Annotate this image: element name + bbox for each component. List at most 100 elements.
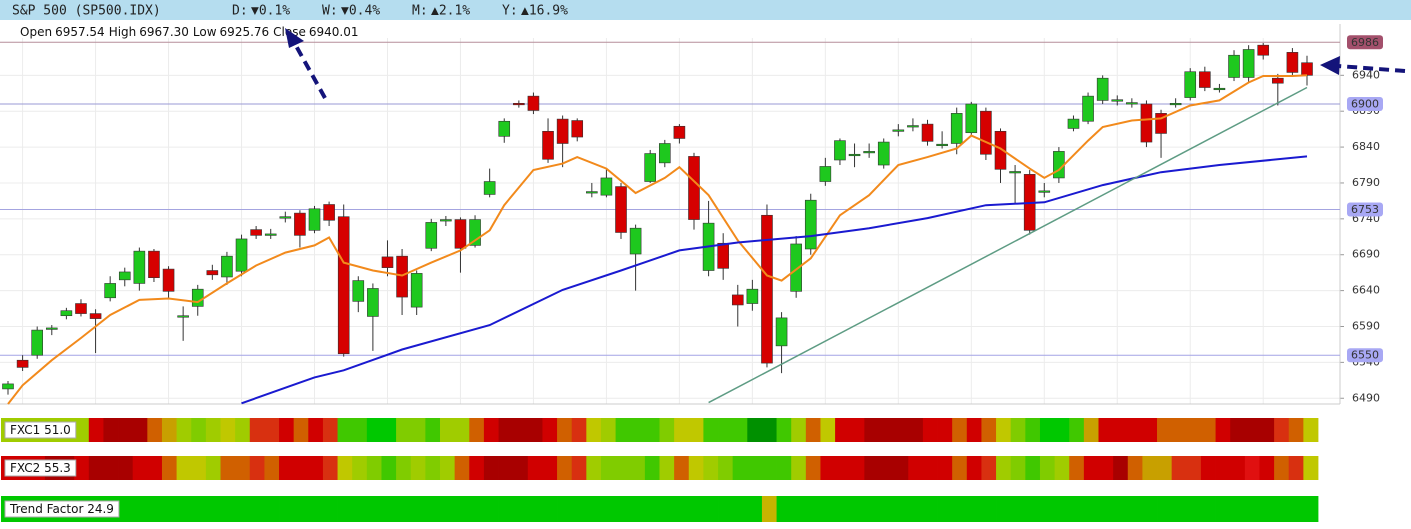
heat-cell	[761, 418, 777, 442]
heat-cell	[308, 456, 324, 480]
heat-cell	[118, 418, 134, 442]
candle-body	[1257, 44, 1270, 56]
heat-cell	[352, 496, 368, 522]
heat-cell	[381, 456, 397, 480]
heat-cell	[103, 456, 119, 480]
candle-body	[1184, 71, 1197, 98]
candle-body	[1067, 118, 1080, 129]
indicator-label: Trend Factor 24.9	[9, 502, 114, 516]
heat-cell	[776, 456, 792, 480]
heat-cell	[147, 418, 163, 442]
heat-cell	[805, 496, 821, 522]
heat-cell	[820, 418, 836, 442]
heat-cell	[396, 496, 412, 522]
heat-cell	[1244, 496, 1260, 522]
candle-body	[950, 113, 963, 144]
indicator-label-box	[4, 421, 77, 439]
heat-cell	[1259, 456, 1275, 480]
candle-body	[177, 315, 189, 318]
heat-cell	[1157, 456, 1173, 480]
candle-body	[294, 212, 306, 236]
heat-cell	[527, 418, 543, 442]
candle-body	[381, 256, 394, 268]
heat-cell	[1039, 456, 1055, 480]
candle-body	[75, 303, 87, 314]
heat-cell	[1054, 418, 1070, 442]
heat-cell	[1054, 496, 1070, 522]
candle-body	[1301, 62, 1313, 76]
heat-cell	[205, 418, 221, 442]
heat-cell	[469, 496, 485, 522]
heat-cell	[396, 456, 412, 480]
heat-cell	[1303, 496, 1319, 522]
heat-cell	[586, 418, 602, 442]
heat-cell	[74, 418, 90, 442]
candle-body	[600, 177, 613, 196]
candle-body	[2, 383, 14, 390]
ohlc-value: 6940.01	[309, 25, 359, 39]
level-label: 6753	[1351, 203, 1379, 216]
heat-cell	[235, 418, 251, 442]
y-tick-label: 6840	[1352, 140, 1380, 153]
candle-body	[761, 214, 773, 364]
heat-cell	[1010, 496, 1026, 522]
heat-cell	[1098, 418, 1114, 442]
heat-cell	[1025, 456, 1041, 480]
heat-cell	[308, 418, 324, 442]
candle-body	[673, 125, 686, 139]
candle-body	[323, 204, 335, 221]
heat-cell	[352, 418, 368, 442]
heat-cell	[893, 496, 909, 522]
candle-body	[1286, 52, 1299, 73]
heat-cell	[703, 496, 719, 522]
change-value: ▲2.1%	[431, 4, 470, 19]
heat-cell	[191, 496, 207, 522]
heat-cell	[410, 496, 426, 522]
heat-cell	[615, 456, 631, 480]
heat-cell	[161, 456, 177, 480]
heat-cell	[820, 456, 836, 480]
heat-cell	[249, 456, 265, 480]
heat-cell	[205, 496, 221, 522]
heat-cell	[132, 418, 148, 442]
heat-cell	[542, 456, 558, 480]
heat-cell	[161, 418, 177, 442]
heat-cell	[791, 418, 807, 442]
heat-cell	[1200, 418, 1216, 442]
candle-body	[133, 250, 146, 284]
header-bar	[0, 0, 1411, 20]
heat-cell	[483, 496, 499, 522]
heat-cell	[571, 496, 587, 522]
heat-cell	[322, 496, 338, 522]
grid	[0, 38, 1340, 404]
candle-body	[892, 129, 905, 132]
candle-body	[1009, 171, 1021, 174]
overlay-line	[708, 86, 1308, 404]
heat-cell	[791, 456, 807, 480]
candle-body	[148, 250, 160, 278]
heat-cell	[732, 418, 748, 442]
candle-body	[513, 103, 525, 106]
candle-body	[250, 229, 262, 236]
heat-cell	[132, 456, 148, 480]
heat-cell	[176, 496, 192, 522]
candle-body	[60, 310, 73, 317]
heat-cell	[703, 456, 719, 480]
arrow-shaft	[1337, 64, 1406, 73]
heat-cell	[557, 418, 573, 442]
heat-cell	[922, 456, 938, 480]
heat-cell	[791, 496, 807, 522]
heat-cell	[1157, 496, 1173, 522]
heat-cell	[688, 496, 704, 522]
heat-cell	[718, 496, 734, 522]
heat-cell	[879, 496, 895, 522]
candle-body	[191, 288, 204, 307]
heat-cell	[220, 456, 236, 480]
heat-cell	[996, 418, 1012, 442]
indicator-label: FXC2 55.3	[10, 461, 71, 475]
heat-cell	[732, 456, 748, 480]
y-tick-label: 6640	[1352, 284, 1380, 297]
y-tick-label: 6790	[1352, 176, 1380, 189]
heat-cell	[1127, 456, 1143, 480]
